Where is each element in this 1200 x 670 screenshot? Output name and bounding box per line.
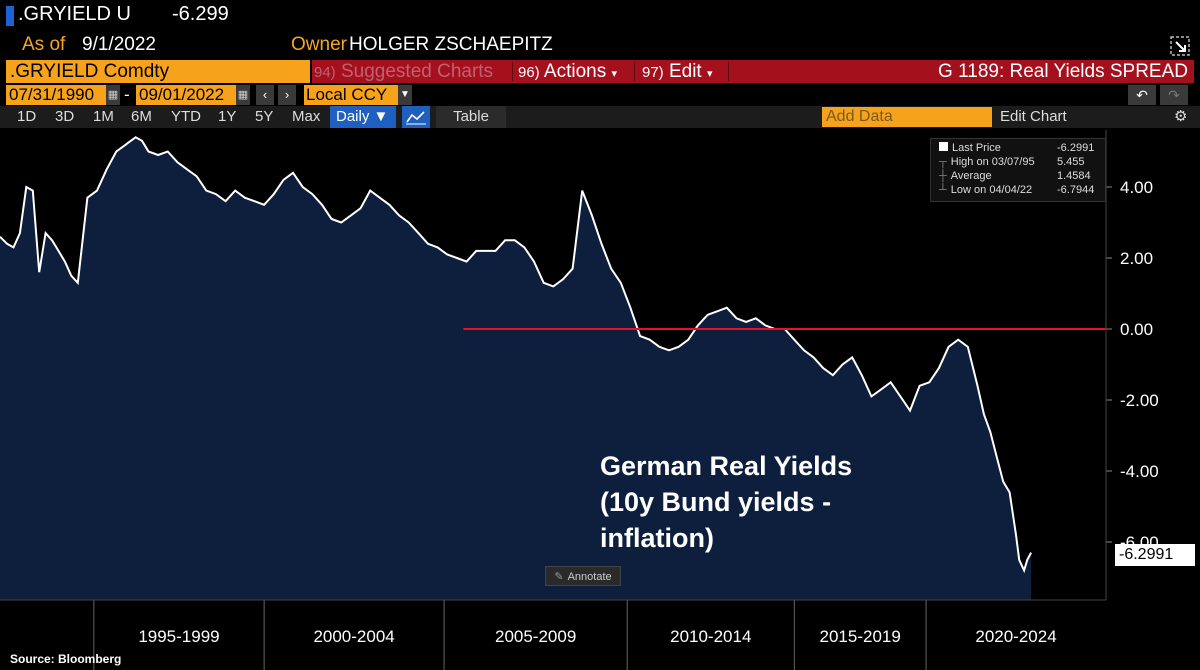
legend-low-value: -6.7944 bbox=[1057, 184, 1095, 196]
chevron-right-icon[interactable]: › bbox=[278, 85, 296, 105]
suggested-charts-number: 94) bbox=[314, 64, 336, 81]
suggested-charts-menu[interactable]: 94) Suggested Charts bbox=[314, 60, 493, 83]
table-button[interactable]: Table bbox=[436, 106, 506, 128]
legend-low: ┴ Low on 04/04/22 -6.7944 bbox=[939, 183, 1094, 197]
annotate-button[interactable]: ✎ Annotate bbox=[545, 566, 621, 586]
series-area bbox=[0, 137, 1032, 601]
x-tick-label: 2020-2024 bbox=[975, 627, 1056, 646]
y-tick-label: 0.00 bbox=[1120, 320, 1153, 339]
last-value-label: -6.2991 bbox=[1115, 544, 1195, 566]
undo-icon[interactable]: ↶ bbox=[1128, 85, 1156, 105]
annotation-line-2: (10y Bund yields - bbox=[600, 487, 832, 517]
add-data-input[interactable]: Add Data bbox=[822, 107, 992, 127]
x-tick-label: 2005-2009 bbox=[495, 627, 576, 646]
line-chart-icon[interactable] bbox=[402, 106, 430, 128]
menu-divider bbox=[512, 62, 513, 81]
as-of-date: 9/1/2022 bbox=[82, 34, 156, 55]
expand-icon[interactable] bbox=[1170, 36, 1190, 56]
edit-number: 97) bbox=[642, 64, 664, 81]
range-3d[interactable]: 3D bbox=[55, 108, 75, 125]
range-max[interactable]: Max bbox=[292, 108, 321, 125]
low-marker-icon: ┴ bbox=[939, 184, 947, 196]
range-1m[interactable]: 1M bbox=[93, 108, 114, 125]
chevron-down-icon: ▼ bbox=[398, 85, 412, 105]
legend-average-value: 1.4584 bbox=[1057, 170, 1091, 182]
chevron-left-icon[interactable]: ‹ bbox=[256, 85, 274, 105]
frequency-select[interactable]: Daily ▼ bbox=[330, 106, 396, 128]
x-tick-label: 2015-2019 bbox=[820, 627, 901, 646]
annotation-line-3: inflation) bbox=[600, 523, 714, 553]
range-5y[interactable]: 5Y bbox=[255, 108, 274, 125]
current-price: -6.299 bbox=[172, 3, 229, 25]
y-axis: 4.002.000.00-2.00-4.00-6.00 bbox=[1106, 178, 1159, 552]
title-bar: .GRYIELD U -6.299 bbox=[0, 0, 1200, 34]
actions-menu[interactable]: 96) Actions ▾ bbox=[518, 60, 617, 83]
redo-icon[interactable]: ↷ bbox=[1160, 85, 1188, 105]
currency-value: Local CCY bbox=[306, 85, 388, 104]
x-axis: 1995-1999 2000-2004 2005-2009 2010-2014 2015… bbox=[93, 600, 1057, 670]
chart-annotation: German Real Yields (10y Bund yields - in… bbox=[600, 448, 940, 556]
edit-chart-button[interactable]: Edit Chart bbox=[1000, 106, 1067, 128]
settings-icon[interactable]: ⚙ bbox=[1174, 108, 1188, 125]
legend-average-label: Average bbox=[950, 170, 992, 182]
legend-swatch bbox=[939, 142, 948, 151]
calendar-icon[interactable]: ▦ bbox=[236, 85, 250, 105]
legend-last-price: Last Price -6.2991 bbox=[939, 141, 1094, 155]
legend-last-price-value: -6.2991 bbox=[1057, 142, 1095, 154]
edit-menu[interactable]: 97) Edit ▾ bbox=[642, 60, 713, 83]
high-marker-icon: ┬ bbox=[939, 156, 947, 168]
start-date-input[interactable]: 07/31/1990 bbox=[6, 85, 106, 105]
currency-select[interactable]: Local CCY ▼ bbox=[304, 85, 412, 105]
edit-chart-label: Edit Chart bbox=[1000, 108, 1067, 125]
menu-divider bbox=[634, 62, 635, 81]
ticker-label: .GRYIELD U bbox=[18, 3, 131, 25]
edit-label: Edit bbox=[668, 61, 702, 82]
annotate-label: Annotate bbox=[567, 571, 612, 583]
chart-area[interactable]: 4.002.000.00-2.00-4.00-6.00 1995-1999 200… bbox=[0, 130, 1200, 670]
actions-number: 96) bbox=[518, 64, 540, 81]
average-marker-icon: ┼ bbox=[939, 170, 947, 182]
security-indicator bbox=[6, 6, 14, 26]
chevron-down-icon: ▾ bbox=[611, 68, 618, 80]
series-line bbox=[0, 136, 1032, 574]
y-tick-label: 4.00 bbox=[1120, 178, 1153, 197]
source-note: Source: Bloomberg bbox=[10, 652, 122, 666]
legend-last-price-label: Last Price bbox=[952, 142, 1001, 154]
x-tick-label: 2010-2014 bbox=[670, 627, 751, 646]
y-tick-label: 2.00 bbox=[1120, 249, 1153, 268]
security-field[interactable]: .GRYIELD Comdty bbox=[6, 60, 310, 83]
menu-divider bbox=[728, 62, 729, 81]
chart-title: G 1189: Real Yields SPREAD bbox=[938, 61, 1188, 82]
y-tick-label: -2.00 bbox=[1120, 391, 1159, 410]
suggested-charts-label: Suggested Charts bbox=[340, 61, 494, 82]
legend-average: ┼ Average 1.4584 bbox=[939, 169, 1091, 183]
x-tick-label: 2000-2004 bbox=[313, 627, 394, 646]
range-ytd[interactable]: YTD bbox=[171, 108, 201, 125]
legend-high-label: High on 03/07/95 bbox=[950, 156, 1035, 168]
legend-high-value: 5.455 bbox=[1057, 156, 1085, 168]
x-tick-label: 1995-1999 bbox=[138, 627, 219, 646]
menu-bar bbox=[312, 60, 1194, 83]
owner-name: HOLGER ZSCHAEPITZ bbox=[349, 34, 553, 55]
range-6m[interactable]: 6M bbox=[131, 108, 152, 125]
legend-low-label: Low on 04/04/22 bbox=[950, 184, 1033, 196]
chevron-down-icon: ▾ bbox=[707, 68, 713, 80]
range-1d[interactable]: 1D bbox=[17, 108, 37, 125]
legend-high: ┬ High on 03/07/95 5.455 bbox=[939, 155, 1085, 169]
annotation-line-1: German Real Yields bbox=[600, 451, 853, 481]
pencil-icon: ✎ bbox=[554, 571, 564, 583]
calendar-icon[interactable]: ▦ bbox=[106, 85, 120, 105]
legend[interactable]: Last Price -6.2991 ┬ High on 03/07/95 5.455… bbox=[930, 138, 1106, 202]
end-date-input[interactable]: 09/01/2022 bbox=[136, 85, 236, 105]
owner-label: Owner bbox=[291, 34, 347, 55]
as-of-label: As of bbox=[22, 34, 66, 55]
date-separator: - bbox=[124, 85, 130, 104]
actions-label: Actions bbox=[543, 61, 607, 82]
y-tick-label: -4.00 bbox=[1120, 462, 1159, 481]
range-1y[interactable]: 1Y bbox=[218, 108, 237, 125]
